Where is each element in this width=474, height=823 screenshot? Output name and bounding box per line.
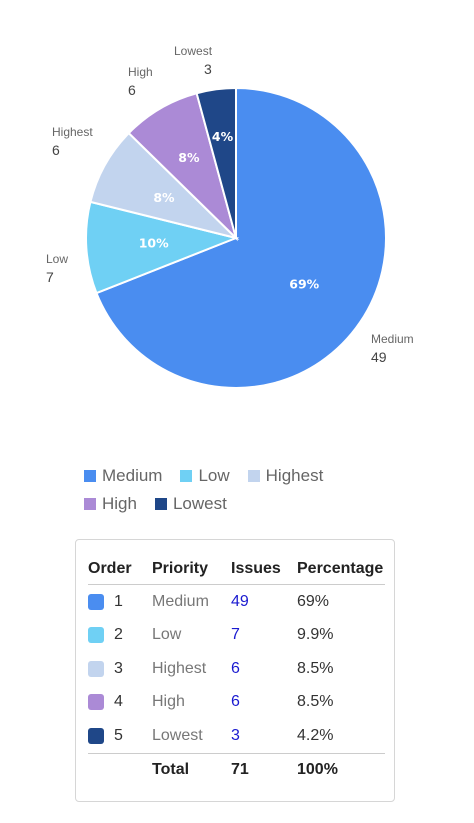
issues-count-link[interactable]: 3 — [231, 726, 240, 744]
order-number: 1 — [114, 592, 123, 610]
percentage-cell: 69% — [297, 592, 330, 610]
issues-cell: 6 — [231, 686, 297, 720]
header-priority: Priority — [152, 556, 231, 585]
total-label: Total — [152, 752, 231, 787]
legend-item-medium[interactable]: Medium — [84, 465, 162, 487]
slice-name-label: Highest — [52, 125, 93, 139]
priority-name: Highest — [152, 659, 207, 677]
issues-cell: 7 — [231, 619, 297, 653]
pie-slice-lowest[interactable] — [195, 86, 237, 239]
pie-chart: 69% Medium 49 10% Low 7 8% Highest 6 8% High 6 4% Low… — [46, 44, 414, 389]
percentage-cell: 8.5% — [297, 659, 334, 677]
priority-name: High — [152, 693, 185, 711]
table-row: 2 Low 7 9.9% — [88, 619, 385, 653]
legend-swatch — [247, 470, 260, 482]
percentage-cell: 9.9% — [297, 626, 334, 644]
priority-color-swatch — [88, 727, 104, 744]
legend-item-low[interactable]: Low — [180, 465, 230, 487]
legend-label: Low — [198, 466, 230, 485]
legend-item-highest[interactable]: Highest — [247, 465, 324, 487]
slice-value-label: 6 — [52, 142, 60, 158]
total-issues: 71 — [231, 752, 297, 787]
issues-cell: 3 — [231, 719, 297, 753]
slice-value-label: 6 — [128, 82, 136, 98]
legend-label: Highest — [265, 466, 324, 485]
table-total-row: Total 71 100% — [88, 752, 385, 787]
legend-item-lowest[interactable]: Lowest — [154, 493, 227, 515]
issues-cell: 49 — [231, 585, 297, 619]
order-number: 3 — [114, 659, 123, 677]
slice-name-label: Medium — [371, 332, 414, 346]
header-order: Order — [88, 556, 152, 585]
priority-table-card: Order Priority Issues Percentage 1 Mediu… — [75, 539, 395, 802]
table-row: 5 Lowest 3 4.2% — [88, 719, 385, 753]
issues-count-link[interactable]: 7 — [231, 626, 240, 644]
priority-table: Order Priority Issues Percentage 1 Mediu… — [88, 556, 385, 787]
legend-swatch — [84, 470, 96, 482]
slice-percent-label: 10% — [139, 235, 169, 250]
legend-swatch — [154, 498, 167, 510]
total-percentage: 100% — [297, 752, 385, 787]
legend-swatch — [180, 470, 193, 482]
header-issues: Issues — [231, 556, 297, 585]
chart-legend: Medium Low Highest High Lowest — [84, 465, 404, 515]
issues-count-link[interactable]: 6 — [231, 693, 240, 711]
order-cell: 1 — [88, 585, 152, 619]
slice-percent-label: 4% — [212, 129, 234, 144]
priority-name: Lowest — [152, 726, 203, 744]
table-row: 1 Medium 49 69% — [88, 585, 385, 619]
percentage-cell: 8.5% — [297, 693, 334, 711]
issues-count-link[interactable]: 6 — [231, 659, 240, 677]
slice-percent-label: 8% — [178, 150, 200, 165]
order-number: 4 — [114, 693, 123, 711]
legend-label: Lowest — [172, 494, 227, 513]
priority-color-swatch — [88, 593, 104, 610]
pie-chart-svg: 69% Medium 49 10% Low 7 8% Highest 6 8% High 6 4% Low… — [46, 44, 414, 389]
issues-count-link[interactable]: 49 — [231, 592, 249, 610]
priority-name: Medium — [152, 592, 209, 610]
order-cell: 2 — [88, 619, 152, 653]
slice-name-label: Low — [46, 252, 68, 266]
priority-color-swatch — [88, 694, 104, 711]
order-cell: 4 — [88, 686, 152, 720]
slice-name-label: High — [128, 65, 153, 79]
slice-value-label: 7 — [46, 269, 54, 285]
table-header-row: Order Priority Issues Percentage — [88, 556, 385, 585]
pie-slice-medium[interactable] — [95, 86, 387, 389]
slice-name-label: Lowest — [174, 44, 213, 58]
slice-value-label: 49 — [371, 349, 387, 365]
percentage-cell: 4.2% — [297, 726, 334, 744]
slice-percent-label: 8% — [153, 190, 175, 205]
priority-color-swatch — [88, 660, 104, 677]
order-cell: 3 — [88, 652, 152, 686]
order-number: 2 — [114, 626, 123, 644]
table-row: 3 Highest 6 8.5% — [88, 652, 385, 686]
total-spacer-cell — [88, 752, 152, 787]
priority-color-swatch — [88, 627, 104, 644]
pie-slice-low[interactable] — [85, 200, 240, 295]
slice-value-label: 3 — [204, 61, 212, 77]
legend-label: Medium — [102, 466, 163, 485]
priority-name: Low — [152, 626, 182, 644]
legend-swatch — [84, 498, 96, 510]
order-cell: 5 — [88, 719, 152, 753]
order-number: 5 — [114, 726, 123, 744]
slice-percent-label: 69% — [289, 276, 319, 291]
legend-label: High — [102, 494, 137, 513]
header-percentage: Percentage — [297, 556, 385, 585]
table-row: 4 High 6 8.5% — [88, 686, 385, 720]
issues-cell: 6 — [231, 652, 297, 686]
legend-item-high[interactable]: High — [84, 493, 137, 515]
